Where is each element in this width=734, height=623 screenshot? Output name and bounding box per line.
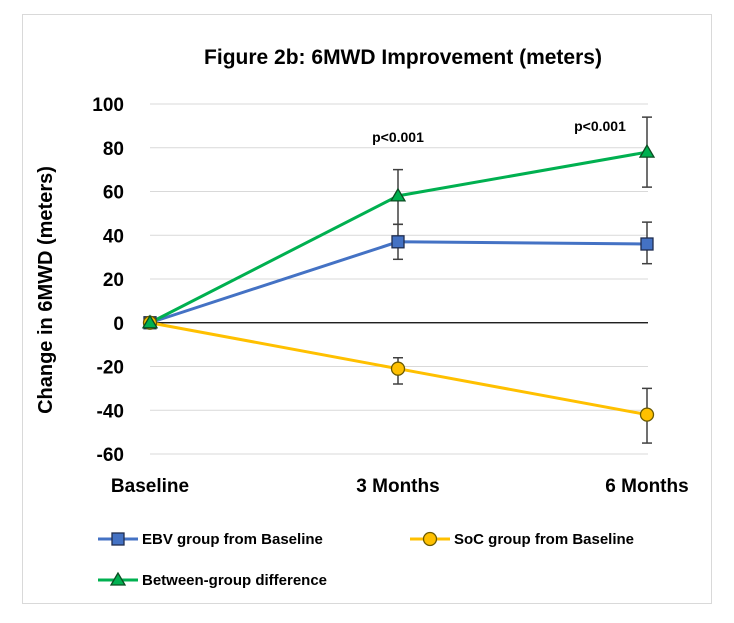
data-point: [391, 235, 405, 249]
y-axis-label: Change in 6MWD (meters): [35, 166, 57, 414]
chart-title: Figure 2b: 6MWD Improvement (meters): [204, 46, 602, 69]
data-point: [390, 361, 406, 376]
data-point: [141, 314, 159, 329]
y-tick-label: 40: [103, 226, 124, 247]
x-tick-labels: Baseline 3 Months 6 Months: [111, 476, 689, 497]
p-value-annotation: p<0.001: [372, 129, 424, 145]
y-tick-label: -60: [97, 445, 124, 466]
error-bars: [393, 116, 652, 444]
y-tick-label: 100: [92, 95, 124, 116]
legend-label: EBV group from Baseline: [142, 531, 323, 548]
chart-frame: [22, 14, 712, 604]
data-point: [389, 187, 407, 202]
y-tick-label: -40: [97, 401, 124, 422]
data-markers: [141, 143, 656, 422]
data-point: [640, 237, 654, 251]
legend-marker: [422, 531, 438, 547]
data-point: [639, 407, 655, 422]
p-value-annotation: p<0.001: [574, 118, 626, 134]
x-tick-label: Baseline: [111, 476, 189, 497]
y-tick-labels: -60 -40 -20 0 20 40 60 80 100: [92, 95, 124, 466]
data-point: [638, 143, 656, 158]
legend-marker: [109, 571, 127, 586]
y-tick-label: 20: [103, 270, 124, 291]
y-tick-label: 80: [103, 139, 124, 160]
x-tick-label: 6 Months: [605, 476, 688, 497]
annotations: p<0.001 p<0.001: [372, 118, 626, 145]
y-tick-label: -20: [97, 358, 124, 379]
legend-label: SoC group from Baseline: [454, 531, 634, 548]
y-tick-label: 0: [113, 314, 124, 335]
legend-label: Between-group difference: [142, 572, 327, 589]
y-tick-label: 60: [103, 183, 124, 204]
x-tick-label: 3 Months: [356, 476, 439, 497]
legend-marker: [111, 532, 125, 546]
legend: EBV group from Baseline SoC group from Ba…: [98, 531, 634, 589]
